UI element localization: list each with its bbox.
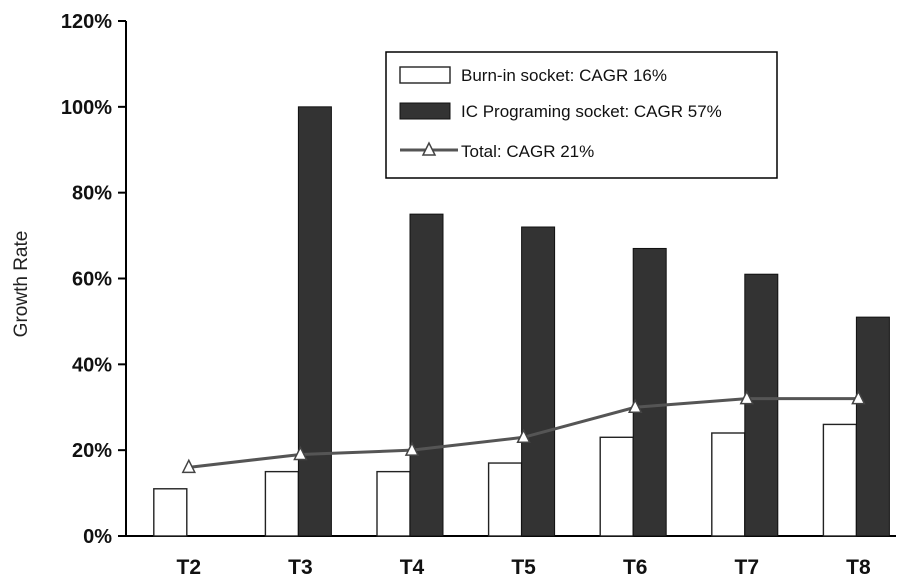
y-tick-label: 0% [83,526,112,548]
x-category-label: T7 [735,556,760,579]
y-axis-ticks: 0% 20% 40% 60% 80% 100% 120% [61,11,126,548]
bar-burn-in-socket [599,436,634,537]
total-point-marker [181,458,197,474]
legend-label: Burn-in socket: CAGR 16% [461,66,667,85]
y-tick-label: 120% [61,11,112,33]
bar-burn-in-socket [711,432,746,537]
bar-ic-programing-socket [409,213,444,537]
y-tick-label: 20% [72,440,112,462]
legend-label: IC Programing socket: CAGR 57% [461,102,722,121]
y-tick-label: 80% [72,183,112,205]
bar-ic-programing-socket [744,273,779,537]
bar-ic-programing-socket [855,316,890,537]
x-axis-categories: T2 T3 T4 T5 T6 T7 T8 [177,556,871,579]
total-line-series [181,389,866,474]
legend-box [385,51,778,179]
x-category-label: T4 [400,556,425,579]
x-category-label: T2 [177,556,202,579]
legend-swatch-ic-programing [399,102,451,120]
bar-burn-in-socket [153,488,188,537]
total-point-marker [404,441,420,456]
legend-swatch-burn-in [399,66,451,84]
total-point-marker [293,445,308,461]
x-category-label: T8 [846,556,871,579]
bar-ic-programing-socket [297,106,332,537]
y-tick-label: 40% [72,354,112,376]
legend-swatch-total-marker [421,141,437,156]
y-tick-label: 100% [61,97,112,119]
bar-ic-programing-socket [521,226,556,537]
y-tick-label: 60% [72,269,112,291]
total-point-marker [516,428,531,444]
bar-burn-in-socket [376,470,411,537]
total-point-marker [627,398,643,413]
bars [153,106,890,537]
bar-ic-programing-socket [632,247,667,537]
bar-burn-in-socket [487,462,523,537]
bar-burn-in-socket [264,470,300,537]
bar-burn-in-socket [822,423,858,537]
legend-label: Total: CAGR 21% [461,142,594,161]
x-category-label: T5 [511,556,536,579]
legend: Burn-in socket: CAGR 16% IC Programing so… [385,51,778,179]
x-category-label: T6 [623,556,648,579]
y-axis-title: Growth Rate [11,231,32,338]
total-point-marker [739,389,755,405]
total-point-marker [851,389,866,405]
x-category-label: T3 [288,556,313,579]
